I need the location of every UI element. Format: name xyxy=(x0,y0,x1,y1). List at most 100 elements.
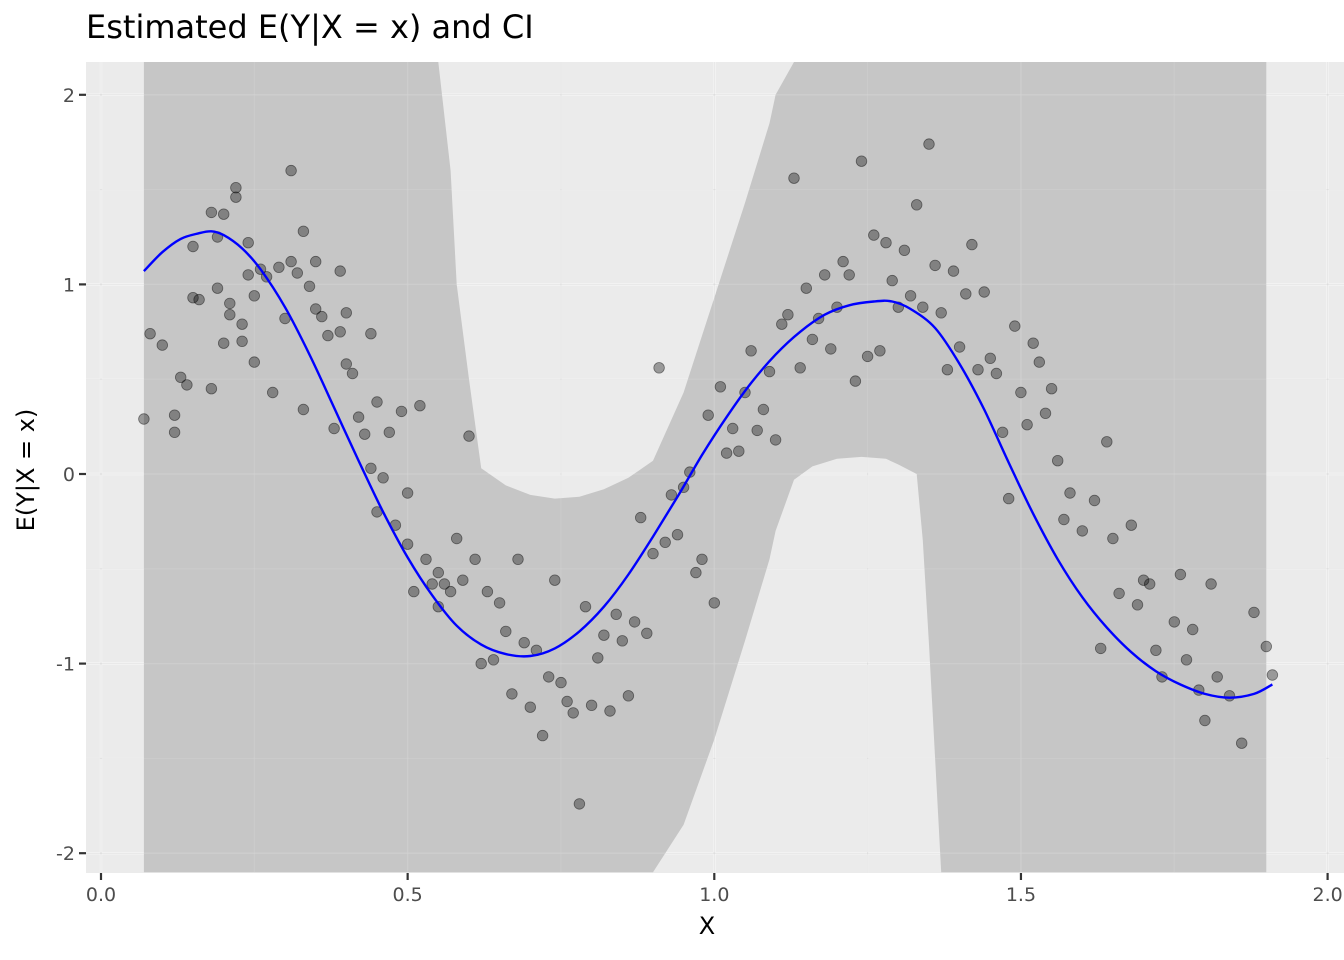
data-point xyxy=(720,447,733,459)
data-point xyxy=(984,352,997,365)
data-point xyxy=(451,532,463,545)
data-point xyxy=(1205,578,1217,590)
data-point xyxy=(395,405,408,418)
data-point xyxy=(138,413,150,425)
data-point xyxy=(911,199,923,211)
x-axis: 0.0 0.5 1.0 1.5 2.0 xyxy=(86,873,1343,906)
data-point xyxy=(1033,356,1046,368)
data-point xyxy=(267,386,279,399)
chart-title: Estimated E(Y|X = x) and CI xyxy=(86,8,534,46)
data-point xyxy=(156,339,169,351)
data-point xyxy=(788,172,800,184)
data-point xyxy=(917,301,929,313)
data-point xyxy=(579,601,592,613)
data-point xyxy=(217,208,230,220)
data-point xyxy=(941,364,954,376)
data-point xyxy=(310,303,322,315)
data-point xyxy=(561,695,573,708)
data-point xyxy=(727,422,739,435)
data-point xyxy=(322,329,334,342)
data-point xyxy=(641,627,653,640)
data-point xyxy=(708,597,721,609)
data-point xyxy=(1174,568,1187,581)
data-point xyxy=(837,255,849,268)
data-point xyxy=(800,282,813,294)
data-point xyxy=(953,341,966,353)
data-point xyxy=(346,367,359,380)
data-point xyxy=(855,155,868,167)
data-point xyxy=(1027,337,1039,349)
data-point xyxy=(1137,574,1150,586)
data-point xyxy=(524,701,537,713)
data-point xyxy=(966,238,978,251)
data-point xyxy=(628,616,641,628)
data-point xyxy=(923,138,935,150)
data-point xyxy=(487,654,500,666)
data-point xyxy=(334,265,346,277)
data-point xyxy=(1248,606,1260,619)
data-point xyxy=(659,536,671,549)
data-point xyxy=(236,318,248,330)
data-point xyxy=(573,798,586,810)
data-point xyxy=(745,345,757,357)
data-point xyxy=(340,358,353,370)
data-point xyxy=(585,699,598,712)
data-point xyxy=(714,381,727,393)
data-point xyxy=(898,244,911,257)
data-point xyxy=(861,350,874,363)
data-point xyxy=(1235,737,1248,749)
y-tick-label: 1 xyxy=(63,274,75,296)
data-point xyxy=(782,309,794,321)
data-point xyxy=(174,371,187,384)
data-point xyxy=(647,547,659,560)
data-point xyxy=(291,267,304,279)
data-point xyxy=(1021,419,1033,431)
data-point xyxy=(187,240,199,253)
data-point xyxy=(205,206,218,219)
data-point xyxy=(1015,386,1027,399)
data-point xyxy=(610,608,622,621)
data-point xyxy=(880,236,892,249)
data-point xyxy=(825,343,837,355)
data-point xyxy=(401,538,414,550)
data-point xyxy=(1088,494,1101,507)
data-point xyxy=(481,585,494,598)
data-point xyxy=(230,191,242,203)
data-point xyxy=(506,688,518,700)
observation-points xyxy=(138,138,1279,810)
data-point xyxy=(874,345,886,357)
y-tick-label: 0 xyxy=(63,464,75,486)
data-point xyxy=(285,255,297,268)
data-point xyxy=(990,367,1003,380)
data-point xyxy=(1003,492,1015,505)
data-point xyxy=(757,403,770,416)
data-point xyxy=(592,652,604,664)
data-point xyxy=(1113,587,1125,600)
data-point xyxy=(168,426,181,439)
data-point xyxy=(359,428,371,440)
data-point xyxy=(187,292,199,304)
data-point xyxy=(500,625,512,638)
data-point xyxy=(769,434,782,446)
x-tick-label: 0.5 xyxy=(393,884,423,906)
x-axis-label: X xyxy=(698,912,716,940)
data-point xyxy=(671,529,684,541)
data-point xyxy=(1076,525,1089,537)
data-point xyxy=(518,637,530,649)
data-point xyxy=(1101,436,1113,448)
data-point xyxy=(536,729,549,742)
data-point xyxy=(1266,669,1279,681)
data-point xyxy=(543,671,555,683)
data-point xyxy=(1131,599,1144,611)
data-point xyxy=(457,574,469,586)
data-point xyxy=(383,426,396,439)
data-point xyxy=(316,310,328,323)
data-point xyxy=(193,293,205,306)
data-point xyxy=(1094,642,1107,655)
data-point xyxy=(996,426,1009,439)
data-point xyxy=(469,553,481,566)
confidence-interval-band xyxy=(143,62,1267,873)
data-point xyxy=(1058,513,1070,526)
data-point xyxy=(665,489,678,501)
